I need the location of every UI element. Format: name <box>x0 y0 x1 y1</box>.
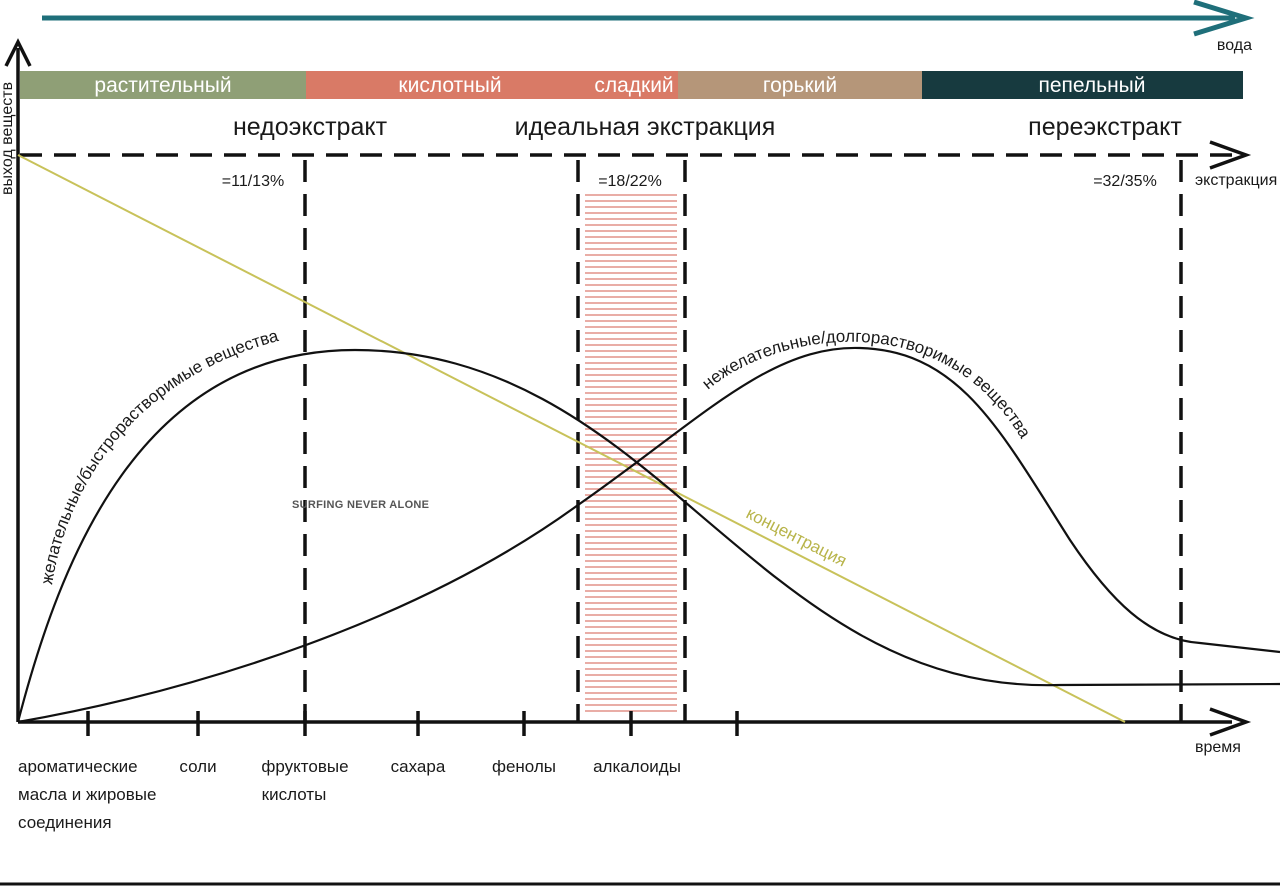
taste-band-label-acid: кислотный <box>398 74 501 97</box>
extraction-axis-label: экстракция <box>1195 172 1277 189</box>
undesirable-curve <box>17 346 1280 724</box>
marker-under: =11/13% <box>222 173 284 190</box>
compound-aromatic-line3: соединения <box>18 813 112 832</box>
taste-band-label-sweet: сладкий <box>594 74 673 97</box>
y-axis-label: выход веществ <box>0 82 16 195</box>
y-axis <box>4 38 32 722</box>
taste-band-ash <box>922 71 1243 99</box>
zone-ideal: идеальная экстракция <box>515 113 776 141</box>
time-axis <box>18 707 1252 737</box>
taste-band-bitter <box>678 71 922 99</box>
undesirable-curve-label: нежелательные/долгорастворимые вещества <box>698 327 1034 442</box>
taste-band-label-bitter: горький <box>763 74 837 97</box>
marker-ideal: =18/22% <box>598 173 662 190</box>
zone-over: переэкстракт <box>1028 113 1182 141</box>
water-arrow <box>42 0 1255 37</box>
zone-under: недоэкстракт <box>233 113 388 141</box>
compound-phenols: фенолы <box>492 757 556 776</box>
watermark-text: SURFING NEVER ALONE <box>292 499 429 511</box>
extraction-axis <box>20 140 1252 170</box>
concentration-line <box>17 154 1126 723</box>
compound-fruit-acids-line2: кислоты <box>262 785 327 804</box>
compound-aromatic-line1: ароматические <box>18 757 138 776</box>
compound-sugars: сахара <box>391 757 446 776</box>
taste-band-label-ash: пепельный <box>1038 74 1145 97</box>
time-axis-label: время <box>1195 739 1241 756</box>
compound-labels: ароматические масла и жировые соединения… <box>18 757 681 832</box>
taste-band-acid <box>306 71 678 99</box>
compound-fruit-acids-line1: фруктовые <box>261 757 348 776</box>
desirable-curve <box>16 348 1280 723</box>
water-label: вода <box>1217 37 1252 54</box>
compound-alkaloids: алкалоиды <box>593 757 681 776</box>
taste-band-plant <box>20 71 306 99</box>
compound-aromatic-line2: масла и жировые <box>18 785 156 804</box>
taste-band-label-plant: растительный <box>94 74 231 97</box>
taste-band-bar: растительный кислотный сладкий горький п… <box>20 71 1243 99</box>
desirable-curve-label: желательные/быстрорастворимые вещества <box>37 326 281 586</box>
marker-over: =32/35% <box>1093 173 1157 190</box>
compound-salts: соли <box>179 757 216 776</box>
concentration-label: концентрация <box>743 504 850 571</box>
